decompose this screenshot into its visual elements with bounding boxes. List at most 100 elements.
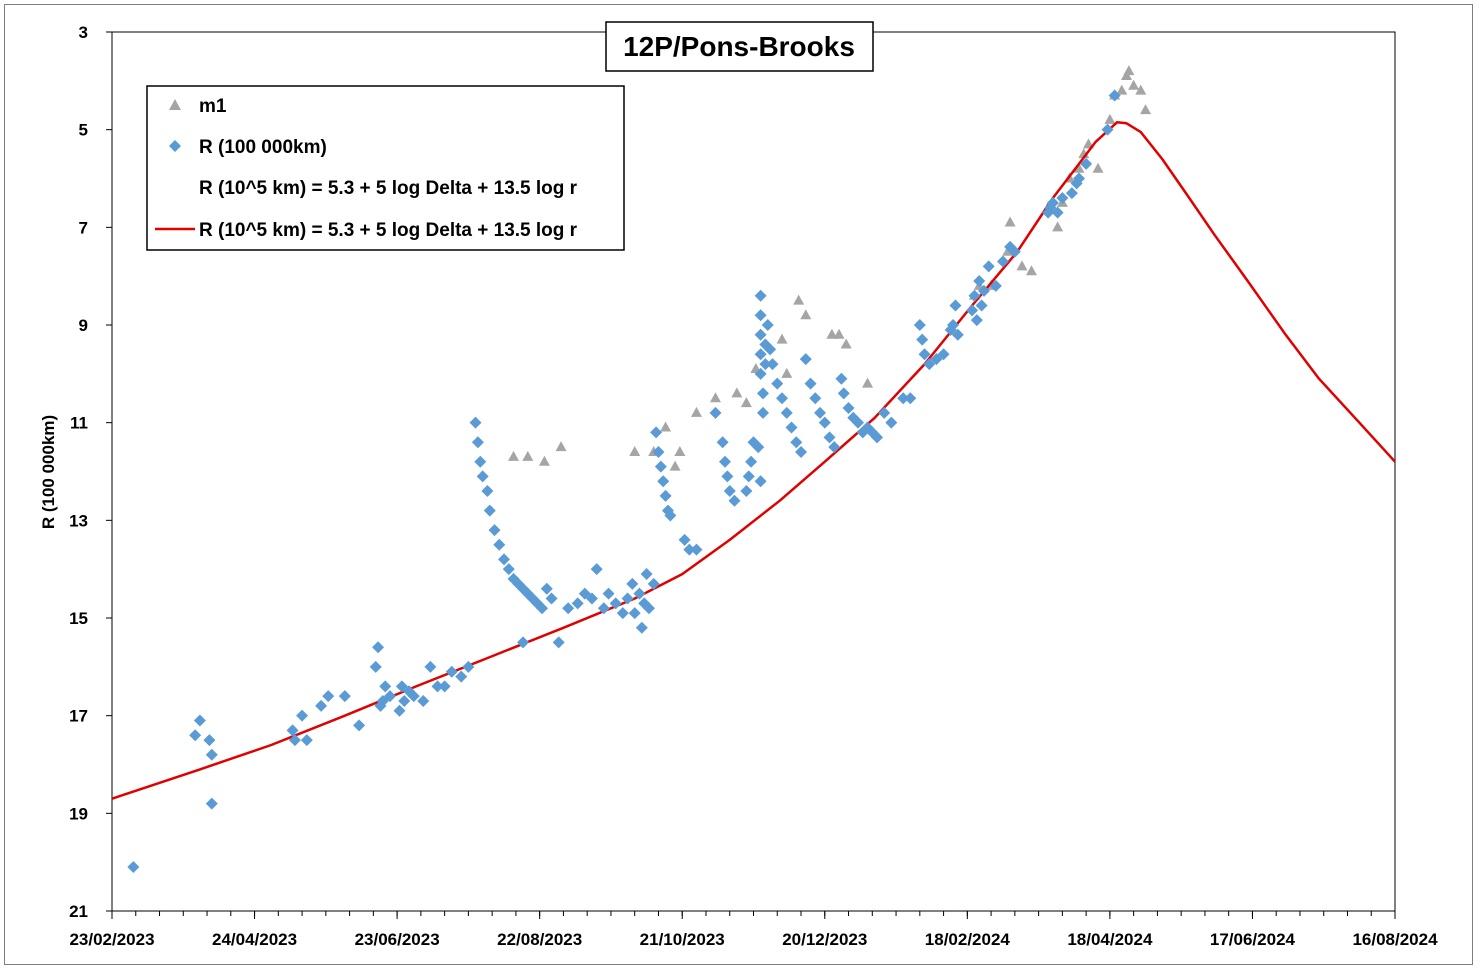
m1-point — [862, 377, 874, 388]
r-point — [424, 660, 437, 673]
x-tick-label: 17/06/2024 — [1210, 930, 1296, 949]
r-point — [918, 348, 931, 361]
r-point — [650, 426, 663, 439]
r-point — [989, 279, 1002, 292]
m1-point — [731, 387, 743, 398]
x-tick-label: 20/12/2023 — [782, 930, 867, 949]
x-tick-label: 21/10/2023 — [640, 930, 725, 949]
m1-point — [1135, 84, 1147, 95]
r-point — [930, 353, 943, 366]
m1-point — [629, 445, 641, 456]
r-point — [766, 358, 779, 371]
r-point — [761, 319, 774, 331]
legend-marker-m1 — [169, 99, 181, 110]
r-point — [951, 328, 964, 341]
r-point — [923, 358, 936, 371]
r-point — [481, 485, 494, 498]
m1-point — [508, 450, 520, 461]
r-point — [949, 299, 962, 312]
r-point — [628, 607, 641, 620]
r-point — [585, 592, 598, 605]
r-point — [678, 533, 691, 546]
r-point — [1051, 206, 1064, 219]
r-point — [288, 734, 301, 747]
r-point — [383, 690, 396, 703]
r-point — [205, 748, 218, 761]
x-tick-label: 24/04/2023 — [212, 930, 297, 949]
legend-label-r: R (100 000km) — [199, 137, 327, 158]
m1-point — [1073, 162, 1085, 173]
r-point — [757, 406, 770, 419]
r-point — [742, 470, 755, 483]
r-point — [193, 714, 206, 727]
m1-point — [826, 328, 838, 339]
r-point — [395, 680, 408, 693]
r-point — [376, 695, 389, 708]
r-point — [754, 309, 767, 322]
r-point — [795, 445, 808, 458]
x-tick-label: 22/08/2023 — [497, 930, 582, 949]
r-point — [709, 406, 722, 419]
r-point — [771, 377, 784, 390]
r-point — [431, 680, 444, 693]
r-point — [835, 372, 848, 385]
m1-point — [555, 441, 567, 452]
r-point — [562, 602, 575, 615]
r-point — [790, 436, 803, 449]
y-tick-label: 3 — [79, 23, 88, 42]
r-point — [1080, 157, 1093, 170]
r-point — [597, 602, 610, 615]
model-line — [112, 121, 1395, 800]
m1-point — [1016, 260, 1028, 271]
r-point — [398, 695, 411, 708]
r-point — [438, 680, 451, 693]
r-point — [590, 563, 603, 576]
r-point — [462, 660, 475, 673]
r-point — [970, 314, 983, 327]
r-point — [578, 587, 591, 600]
r-point — [878, 406, 891, 419]
m1-point — [1052, 221, 1064, 232]
legend: m1 R (100 000km) R (10^5 km) = 5.3 + 5 l… — [146, 85, 625, 251]
r-point — [913, 319, 926, 331]
m1-point — [1116, 84, 1128, 95]
r-point — [369, 660, 382, 673]
chart-frame — [4, 4, 1473, 965]
m1-point — [781, 367, 793, 378]
r-point — [659, 489, 672, 502]
r-point — [353, 719, 366, 732]
legend-label-model-points: R (10^5 km) = 5.3 + 5 log Delta + 13.5 l… — [199, 178, 578, 199]
legend-label-m1: m1 — [199, 96, 227, 117]
r-point — [937, 348, 950, 361]
r-point — [1056, 192, 1069, 205]
r-point — [977, 284, 990, 297]
r-point — [916, 333, 929, 346]
r-point — [664, 509, 677, 522]
m1-point — [1025, 265, 1037, 276]
r-point — [571, 597, 584, 610]
r-point — [683, 543, 696, 556]
r-point — [635, 621, 648, 634]
m1-point — [522, 450, 534, 461]
m1-point — [669, 460, 681, 471]
legend-label-model-line: R (10^5 km) = 5.3 + 5 log Delta + 13.5 l… — [199, 220, 578, 241]
r-point — [690, 543, 703, 556]
r-point — [536, 602, 549, 615]
m1-point — [800, 309, 812, 320]
r-point — [286, 724, 299, 737]
r-point — [968, 289, 981, 302]
r-point — [393, 704, 406, 717]
x-tick-label: 23/02/2023 — [69, 930, 154, 949]
m1-point — [660, 421, 672, 432]
r-point — [716, 436, 729, 449]
x-tick-label: 16/08/2024 — [1352, 930, 1438, 949]
r-point — [785, 421, 798, 434]
r-point — [754, 475, 767, 488]
y-tick-label: 7 — [79, 218, 88, 237]
m1-point — [709, 392, 721, 403]
chart-title: 12P/Pons-Brooks — [623, 31, 855, 62]
x-tick-label: 18/04/2024 — [1067, 930, 1153, 949]
r-point — [975, 299, 988, 312]
r-point — [745, 455, 758, 468]
m1-point — [538, 455, 550, 466]
